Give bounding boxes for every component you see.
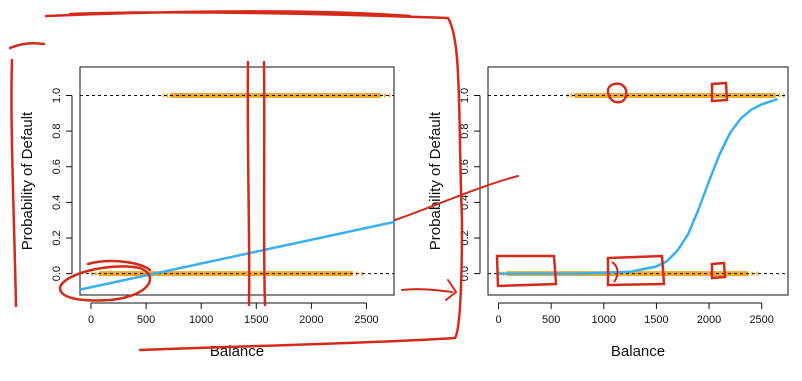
plot-frame — [487, 66, 789, 296]
x-tick-label: 2500 — [749, 314, 773, 326]
data-point — [570, 93, 573, 98]
y-axis-title: Probability of Default — [19, 111, 36, 250]
annotation-box-1000-1500-at-0 — [606, 254, 666, 287]
left-panel-linear-fit: 0 500 1000 1500 2000 25000.00.20.40.60.81.0Ba… — [19, 66, 395, 360]
annotation-connector-line — [394, 175, 519, 221]
data-point — [388, 93, 391, 98]
y-tick-label: 0.8 — [51, 123, 63, 138]
data-point — [370, 93, 373, 98]
data-point — [730, 271, 733, 276]
data-point — [360, 271, 363, 276]
x-tick-label: 1500 — [644, 314, 668, 326]
annotation-vertical-mark-1600 — [262, 60, 267, 307]
x-axis-title: Balance — [611, 343, 665, 360]
data-point — [576, 93, 579, 98]
annotation-ellipse-left-origin — [58, 259, 152, 302]
y-tick-label: 0.2 — [51, 230, 63, 245]
annotation-vertical-mark-1450 — [246, 60, 251, 307]
y-tick-label: 1.0 — [459, 88, 471, 103]
data-point — [383, 93, 386, 98]
annotation-box-2000-at-1 — [710, 81, 729, 103]
data-point — [778, 93, 781, 98]
y-tick-label: 0.8 — [459, 123, 471, 138]
x-tick-label: 1500 — [244, 314, 268, 326]
data-points — [91, 93, 391, 277]
data-point — [166, 93, 169, 98]
y-tick-label: 0.4 — [51, 195, 63, 210]
x-tick-label: 2500 — [354, 314, 378, 326]
right-panel-logistic-fit: 0 500 1000 1500 2000 25000.00.20.40.60.81.0Ba… — [427, 66, 789, 360]
y-tick-label: 1.0 — [51, 88, 63, 103]
annotation-box-2000-at-0 — [710, 261, 727, 280]
x-tick-label: 1000 — [189, 314, 213, 326]
y-tick-label: 0.0 — [51, 266, 63, 281]
data-point — [162, 93, 165, 98]
annotation-circle-1000-at-1 — [606, 82, 628, 104]
data-point — [756, 271, 759, 276]
y-tick-label: 0.6 — [51, 159, 63, 174]
point-strip-y1 — [170, 93, 381, 98]
annotation-bracket-right-panel — [611, 261, 619, 283]
x-tick-label: 500 — [137, 314, 155, 326]
plot-frame — [79, 66, 395, 296]
x-tick-label: 0 — [88, 314, 94, 326]
data-point — [365, 93, 368, 98]
data-point — [172, 93, 175, 98]
x-tick-label: 2000 — [697, 314, 721, 326]
x-tick-label: 1000 — [592, 314, 616, 326]
annotation-outline-left-panel — [8, 10, 464, 352]
y-axis-title: Probability of Default — [427, 111, 444, 250]
data-point — [774, 93, 777, 98]
logistic-fit-curve — [498, 97, 778, 275]
y-tick-label: 0.6 — [459, 159, 471, 174]
linear-fit-line — [79, 220, 395, 291]
data-points — [498, 93, 785, 277]
x-tick-label: 2000 — [299, 314, 323, 326]
data-point — [179, 93, 182, 98]
data-point — [761, 93, 764, 98]
annotation-box-0-500-at-0 — [495, 254, 558, 288]
x-tick-label: 500 — [542, 314, 560, 326]
x-tick-label: 0 — [495, 314, 501, 326]
handwritten-annotations — [8, 10, 729, 352]
data-point — [95, 271, 98, 276]
data-point — [107, 271, 110, 276]
annotation-arrow-right — [401, 279, 458, 301]
